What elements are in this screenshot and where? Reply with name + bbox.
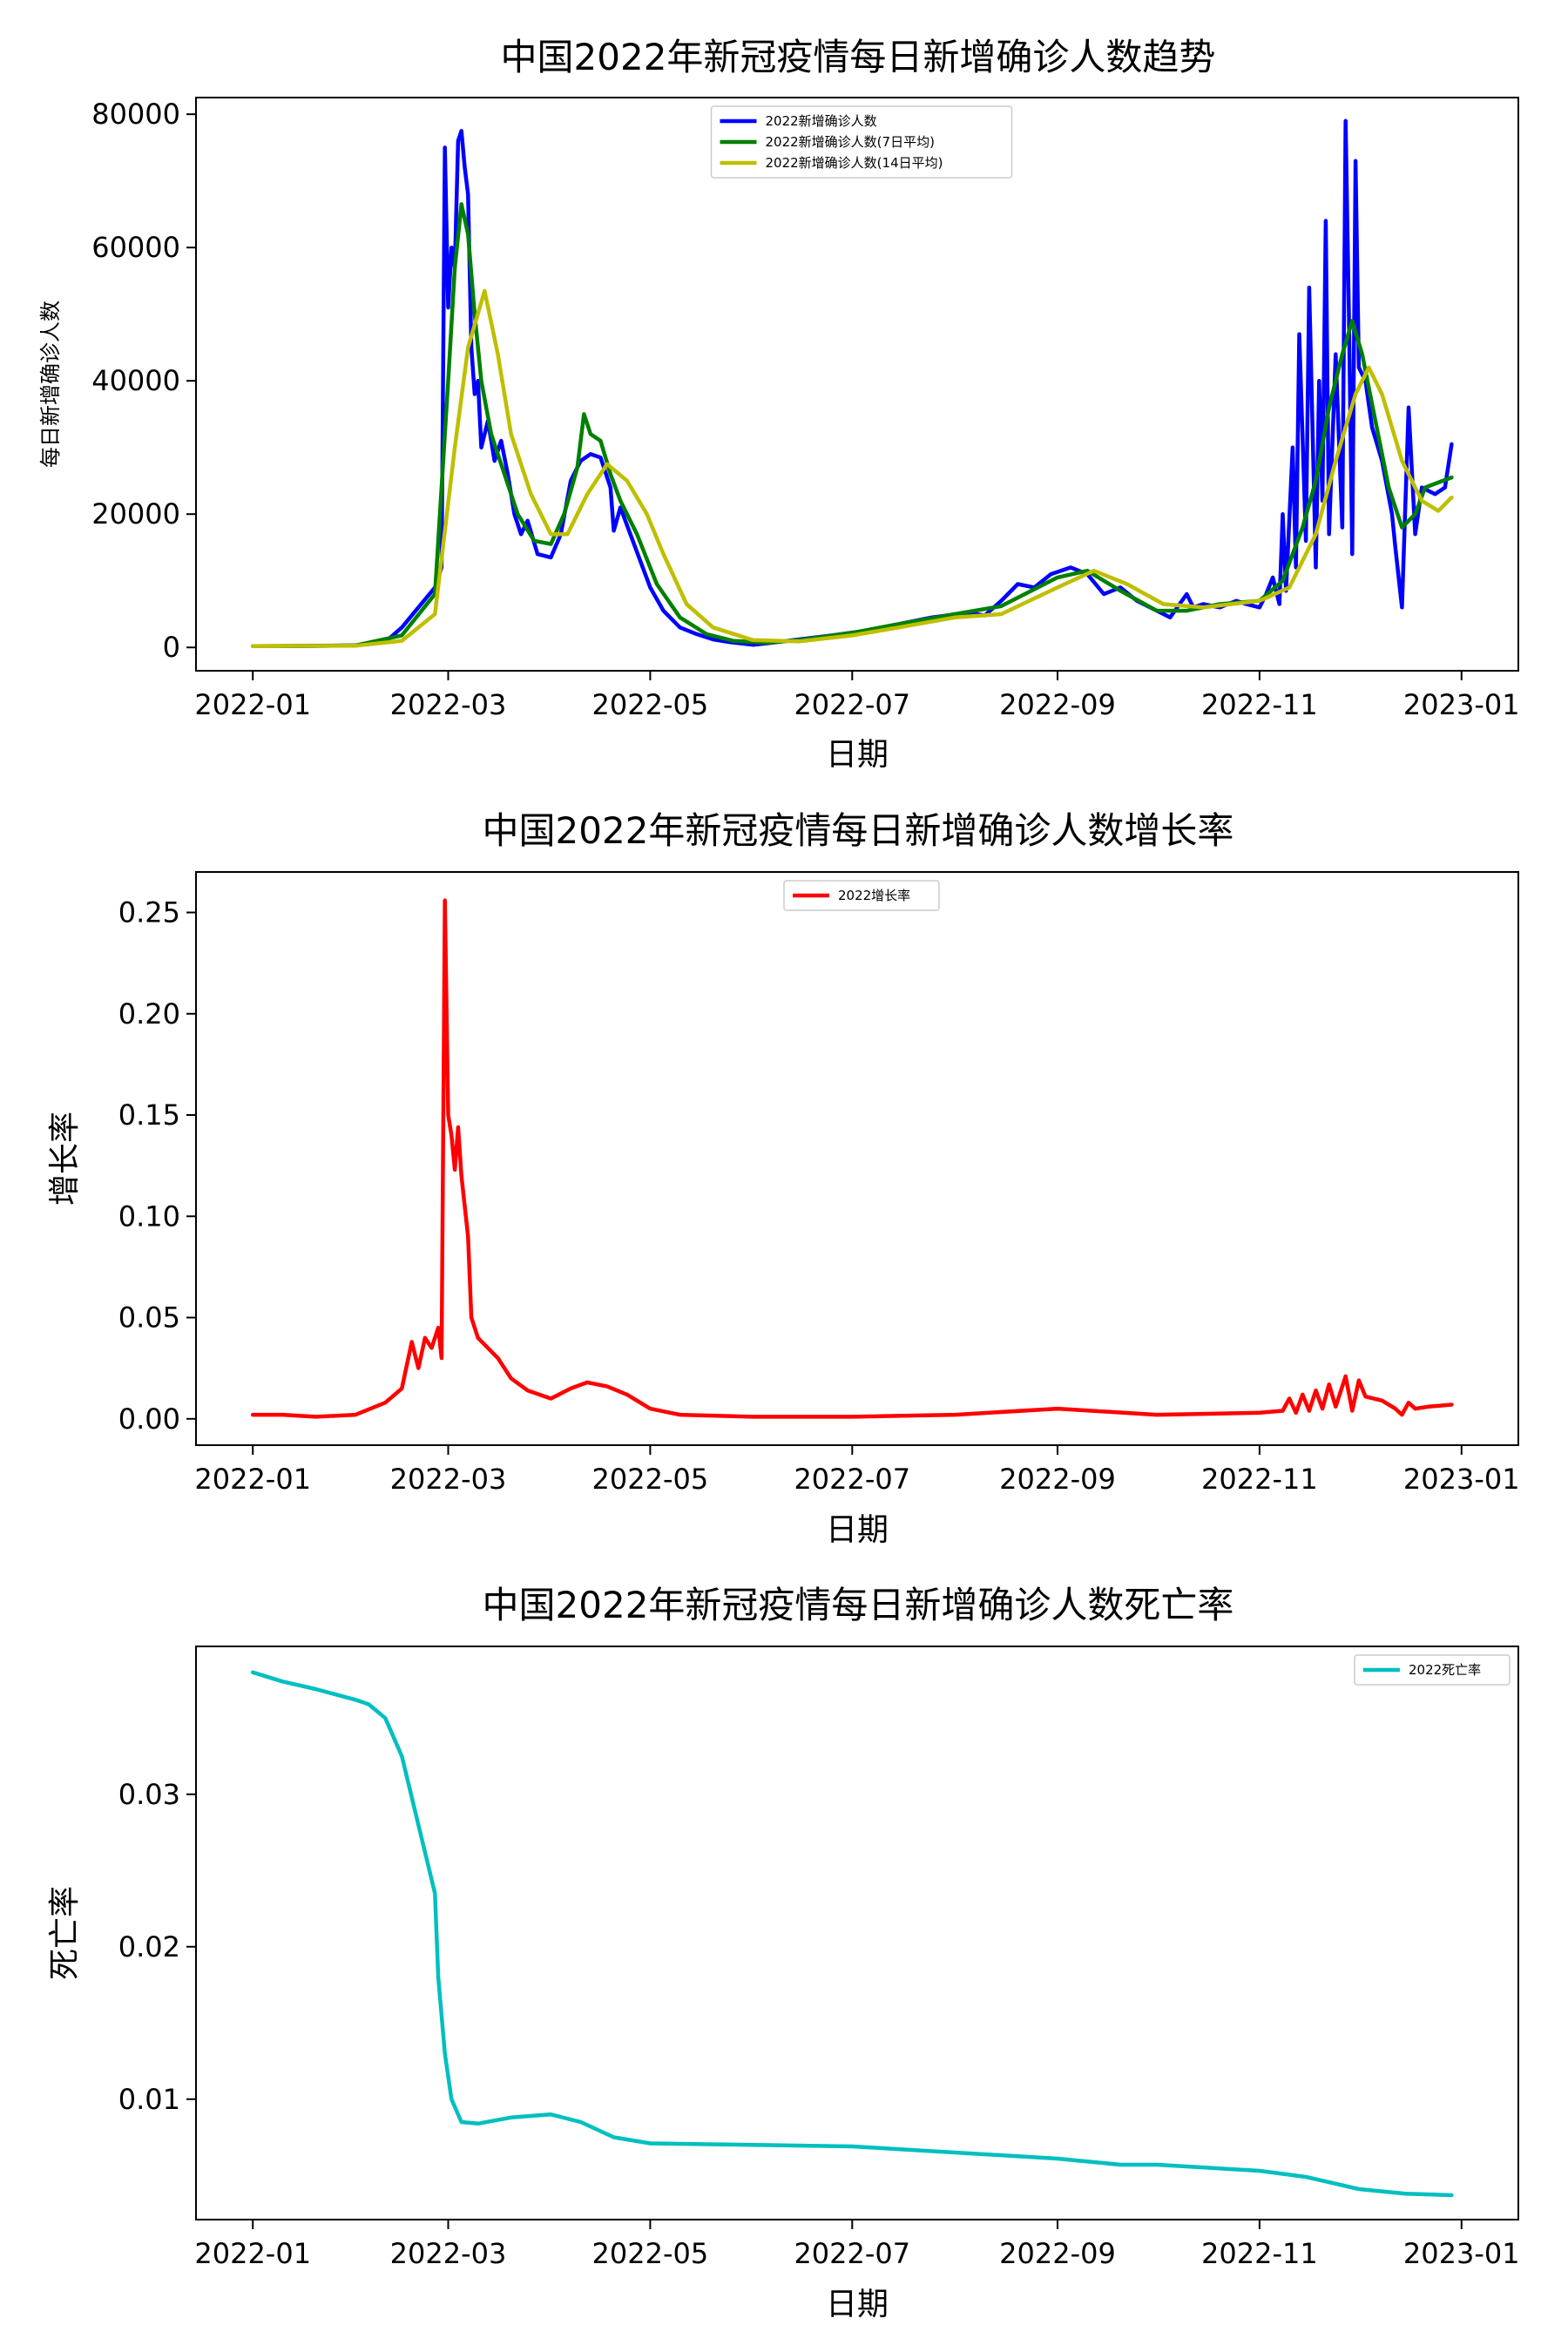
- legend-entry: 2022增长率: [838, 888, 910, 903]
- x-tick-label: 2022-03: [390, 1463, 507, 1496]
- x-tick-label: 2022-09: [999, 1463, 1116, 1496]
- y-tick-label: 0.01: [118, 2083, 180, 2116]
- x-tick-label: 2022-05: [592, 1463, 709, 1496]
- y-tick-label: 0.25: [118, 896, 180, 929]
- y-tick-label: 0.00: [118, 1402, 180, 1436]
- legend-entry: 2022死亡率: [1409, 1662, 1481, 1678]
- x-tick-label: 2022-03: [390, 2237, 507, 2270]
- x-tick-label: 2022-01: [194, 2237, 311, 2270]
- x-tick-label: 2022-11: [1201, 2237, 1318, 2270]
- y-tick-label: 0.20: [118, 997, 180, 1031]
- y-tick-label: 0: [163, 631, 180, 664]
- growth-chart-title: 中国2022年新冠疫情每日新增确诊人数增长率: [483, 809, 1234, 852]
- trend-chart: 中国2022年新冠疫情每日新增确诊人数趋势 日期 每日新增确诊人数 2022新增…: [38, 36, 1520, 773]
- death-rate-chart-title: 中国2022年新冠疫情每日新增确诊人数死亡率: [483, 1584, 1234, 1626]
- x-tick-label: 2022-01: [194, 688, 311, 721]
- legend-box: [783, 880, 940, 911]
- y-tick-label: 40000: [91, 364, 180, 397]
- x-tick-label: 2022-07: [794, 1463, 910, 1496]
- death-rate-chart-y-label: 死亡率: [47, 1886, 83, 1980]
- y-tick-label: 0.15: [118, 1098, 180, 1132]
- legend-entry: 2022新增确诊人数(7日平均): [766, 134, 935, 150]
- death-rate-chart-frame: [195, 1646, 1519, 2220]
- y-tick-label: 0.10: [118, 1200, 180, 1233]
- growth-chart-y-label: 增长率: [47, 1112, 83, 1206]
- series-line: [250, 1670, 1454, 2198]
- legend-entry: 2022新增确诊人数: [766, 113, 877, 129]
- series-line: [250, 202, 1454, 648]
- death-rate-chart: 中国2022年新冠疫情每日新增确诊人数死亡率 日期 死亡率 2022死亡率 20…: [47, 1584, 1520, 2322]
- x-tick-label: 2022-01: [194, 1463, 311, 1496]
- trend-chart-frame: [195, 97, 1519, 672]
- growth-chart-frame: [195, 871, 1519, 1446]
- y-tick-label: 20000: [91, 497, 180, 531]
- x-tick-label: 2023-01: [1403, 2237, 1520, 2270]
- series-line: [250, 118, 1454, 648]
- x-tick-label: 2022-05: [592, 2237, 709, 2270]
- x-tick-label: 2022-03: [390, 688, 507, 721]
- x-tick-label: 2023-01: [1403, 1463, 1520, 1496]
- series-line: [250, 898, 1454, 1419]
- y-tick-label: 80000: [91, 98, 180, 131]
- y-tick-label: 0.05: [118, 1301, 180, 1335]
- x-tick-label: 2022-11: [1201, 688, 1318, 721]
- growth-chart-x-label: 日期: [826, 1512, 889, 1548]
- growth-chart: 中国2022年新冠疫情每日新增确诊人数增长率 日期 增长率 2022增长率 20…: [47, 809, 1520, 1548]
- death-rate-chart-x-label: 日期: [826, 2287, 889, 2322]
- y-tick-label: 60000: [91, 231, 180, 264]
- x-tick-label: 2023-01: [1403, 688, 1520, 721]
- x-tick-label: 2022-07: [794, 2237, 910, 2270]
- series-line: [250, 288, 1454, 648]
- x-tick-label: 2022-11: [1201, 1463, 1318, 1496]
- x-tick-label: 2022-09: [999, 2237, 1116, 2270]
- legend-box: [710, 105, 1013, 179]
- trend-chart-x-label: 日期: [826, 737, 889, 773]
- x-tick-label: 2022-09: [999, 688, 1116, 721]
- x-tick-label: 2022-05: [592, 688, 709, 721]
- legend-entry: 2022新增确诊人数(14日平均): [766, 155, 943, 171]
- legend-box: [1354, 1654, 1511, 1686]
- y-tick-label: 0.03: [118, 1778, 180, 1811]
- trend-chart-y-label: 每日新增确诊人数: [38, 301, 63, 468]
- trend-chart-title: 中国2022年新冠疫情每日新增确诊人数趋势: [501, 36, 1216, 78]
- y-tick-label: 0.02: [118, 1930, 180, 1963]
- x-tick-label: 2022-07: [794, 688, 910, 721]
